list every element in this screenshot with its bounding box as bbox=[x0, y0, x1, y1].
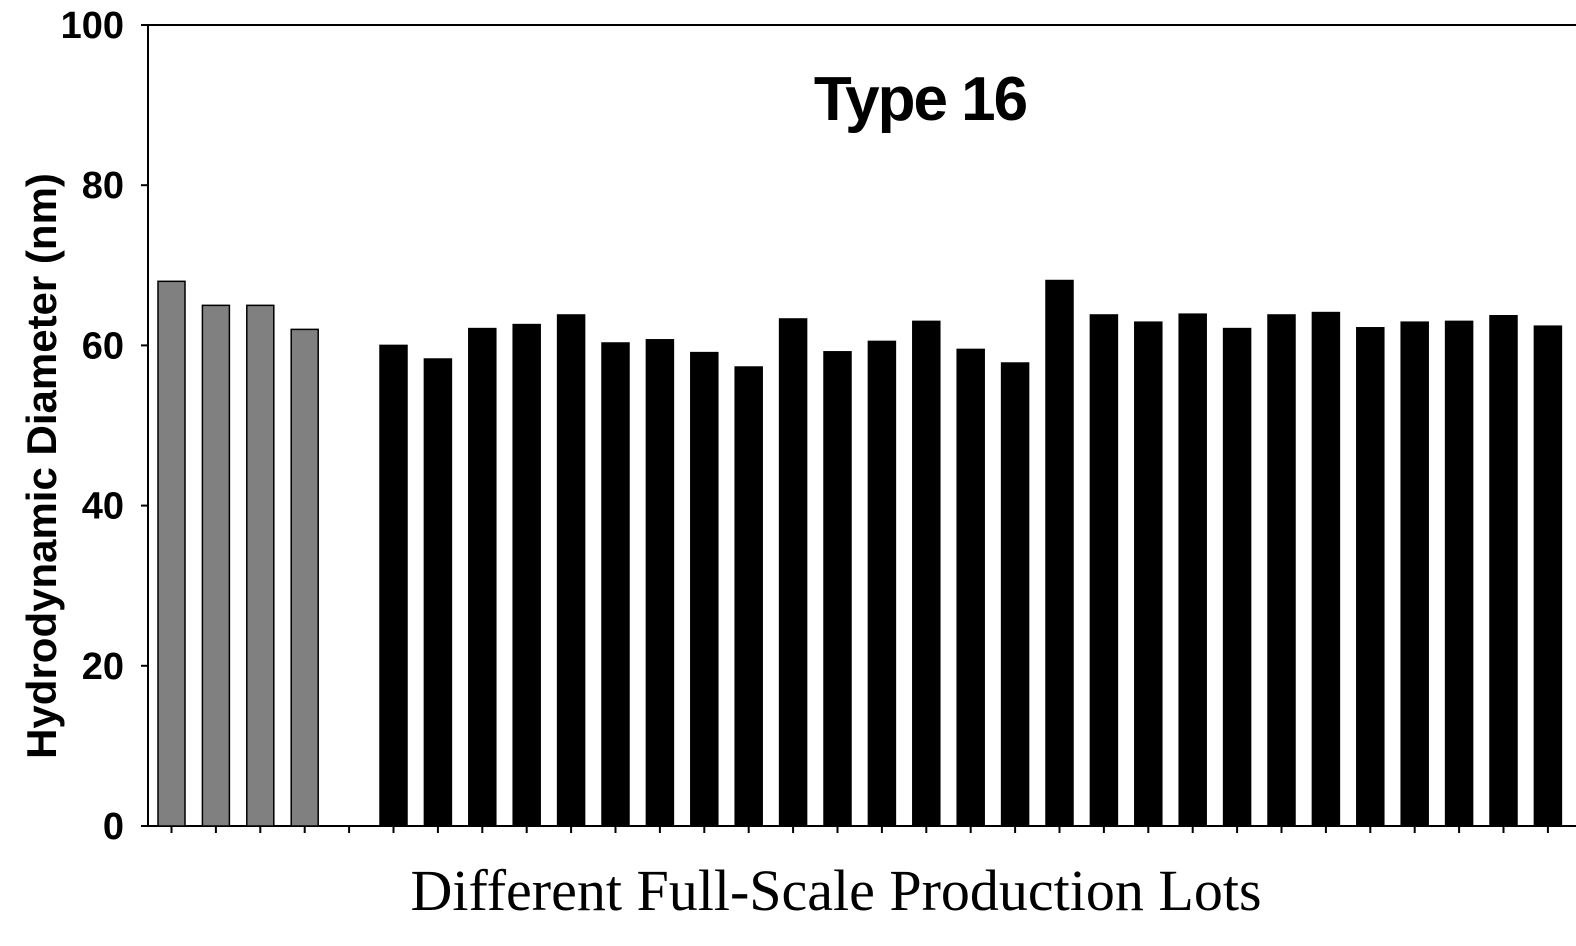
bar bbox=[157, 280, 186, 827]
bar bbox=[1000, 362, 1030, 827]
bar bbox=[734, 366, 763, 827]
bar bbox=[423, 358, 453, 827]
bar bbox=[201, 304, 231, 827]
bar bbox=[1089, 314, 1119, 827]
bar bbox=[1444, 320, 1474, 827]
bar bbox=[468, 327, 497, 827]
y-tick-label: 40 bbox=[82, 486, 124, 528]
x-axis-ticks bbox=[170, 826, 1549, 833]
bar bbox=[1400, 321, 1429, 827]
y-axis-label: Hydrodynamic Diameter (nm) bbox=[18, 173, 65, 759]
bar bbox=[1267, 314, 1296, 827]
bar bbox=[956, 348, 985, 827]
bar bbox=[1533, 325, 1563, 827]
bar bbox=[556, 314, 586, 827]
bars bbox=[157, 279, 1563, 827]
bar bbox=[512, 323, 541, 827]
bar bbox=[1134, 321, 1163, 827]
bar bbox=[1489, 315, 1518, 827]
bar bbox=[290, 328, 319, 827]
bar bbox=[1356, 327, 1385, 827]
bar bbox=[690, 351, 719, 827]
bar bbox=[379, 344, 408, 827]
bar bbox=[867, 340, 897, 827]
bar bbox=[912, 320, 941, 827]
y-tick-label: 60 bbox=[82, 325, 124, 367]
bar bbox=[1045, 279, 1074, 827]
bar bbox=[246, 304, 275, 827]
y-tick-label: 80 bbox=[82, 165, 124, 207]
bar bbox=[1178, 313, 1207, 827]
y-tick-label: 20 bbox=[82, 646, 124, 688]
y-tick-label: 100 bbox=[61, 5, 124, 47]
bar bbox=[645, 339, 675, 827]
bar bbox=[778, 318, 808, 827]
x-axis-label: Different Full-Scale Production Lots bbox=[410, 858, 1261, 923]
bar bbox=[1222, 327, 1252, 827]
bar bbox=[601, 342, 630, 827]
y-tick-label: 0 bbox=[103, 806, 124, 848]
bar bbox=[823, 351, 852, 827]
bar bbox=[1311, 311, 1341, 827]
y-axis-ticks: 0 20 40 60 80 100 bbox=[61, 5, 148, 848]
chart-title: Type 16 bbox=[814, 65, 1027, 134]
